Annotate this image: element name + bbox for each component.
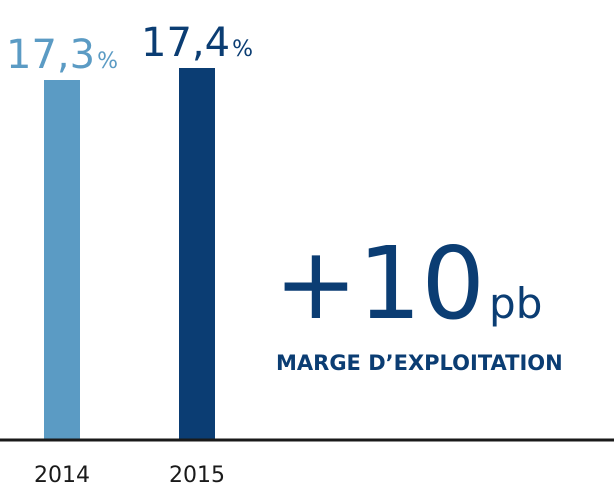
value-label: 17,4% <box>141 20 253 66</box>
x-tick-label: 2015 <box>169 463 225 487</box>
x-tick-label: 2014 <box>34 463 90 487</box>
bar <box>179 68 215 439</box>
value-label: 17,3% <box>6 32 118 78</box>
annotation-label: MARGE D’EXPLOITATION <box>276 351 563 375</box>
bar <box>44 80 80 439</box>
annotation: +10pb <box>274 225 542 342</box>
